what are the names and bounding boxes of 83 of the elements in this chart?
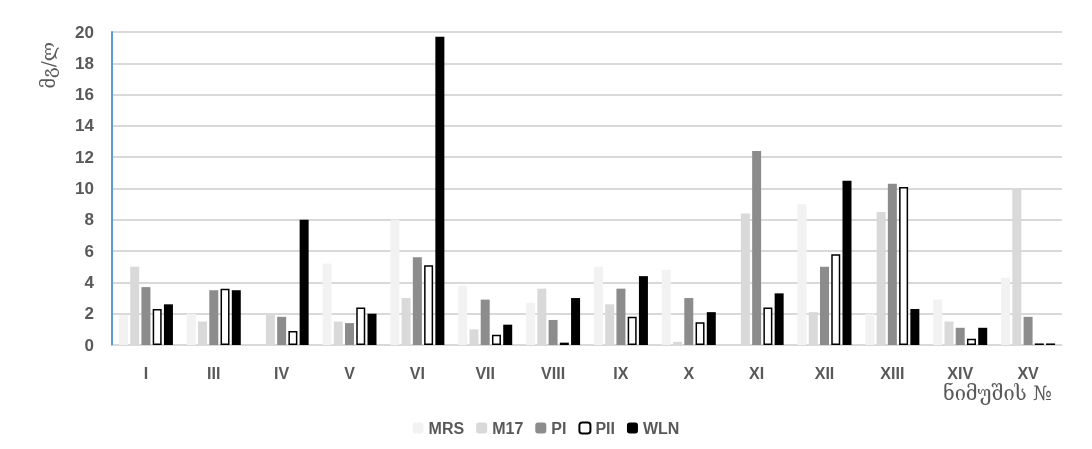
y-tick-label: 6 — [84, 241, 94, 261]
y-tick-label: 8 — [84, 210, 94, 230]
bar — [842, 180, 852, 345]
x-tick-label: X — [683, 364, 695, 382]
y-tick-label: 16 — [75, 85, 94, 105]
bar — [593, 266, 603, 345]
bar — [571, 298, 581, 345]
bar — [480, 299, 490, 345]
bar — [831, 254, 841, 345]
legend-label: WLN — [642, 419, 680, 437]
bar — [118, 315, 128, 345]
bar — [627, 316, 637, 345]
bar — [966, 338, 976, 345]
bar — [458, 285, 468, 345]
bar — [141, 287, 151, 345]
bar — [774, 293, 784, 345]
bar — [865, 313, 875, 345]
legend-label: PI — [551, 419, 567, 437]
x-tick-label: I — [143, 364, 149, 382]
bar — [367, 313, 377, 345]
bar — [277, 316, 287, 345]
legend-label: MRS — [428, 419, 465, 437]
bar — [1023, 316, 1033, 345]
bar — [763, 307, 773, 345]
x-tick-label: XII — [814, 364, 835, 382]
x-tick-label: VI — [409, 364, 425, 382]
y-tick-label: 0 — [84, 335, 94, 355]
y-tick-label: 18 — [75, 53, 94, 73]
bar — [638, 276, 648, 345]
bar — [322, 263, 332, 345]
bar — [412, 257, 422, 345]
y-tick-label: 10 — [75, 179, 94, 198]
bar — [220, 288, 230, 345]
bar — [910, 309, 920, 345]
bar — [491, 334, 501, 345]
x-tick-label: XI — [749, 364, 765, 382]
y-tick-label: 14 — [75, 116, 95, 136]
bar — [695, 322, 705, 345]
bar — [820, 266, 829, 345]
bar — [356, 307, 366, 345]
x-tick-label: IV — [274, 364, 290, 382]
x-tick-label: III — [207, 364, 221, 382]
bar — [390, 219, 400, 345]
bar — [1001, 277, 1011, 345]
x-tick-label: VII — [475, 364, 495, 382]
x-axis-title: ნიმუშის № — [942, 381, 1053, 405]
x-tick-label: IX — [613, 364, 629, 382]
x-tick-label: XIV — [947, 364, 974, 382]
bar — [288, 330, 298, 345]
bar — [661, 269, 671, 345]
bar — [503, 324, 513, 345]
y-axis-title: მგ/ლ — [37, 42, 59, 89]
bar — [424, 265, 434, 345]
x-tick-label: XV — [1017, 364, 1040, 382]
bar — [152, 309, 162, 345]
bar — [752, 150, 762, 345]
bar — [684, 298, 694, 345]
bar — [209, 290, 219, 345]
bar — [616, 288, 626, 345]
x-tick-label: V — [344, 364, 356, 382]
bar — [955, 327, 965, 345]
legend-label: PII — [595, 419, 615, 437]
bar — [435, 36, 445, 345]
legend-label: M17 — [492, 419, 524, 437]
bar — [797, 204, 807, 345]
bar — [548, 319, 558, 345]
y-tick-label: 4 — [84, 272, 95, 292]
bar — [299, 219, 309, 345]
bar — [933, 299, 943, 345]
x-tick-label: VIII — [541, 364, 566, 382]
bar — [345, 323, 354, 345]
y-tick-label: 20 — [75, 22, 94, 42]
y-tick-label: 2 — [84, 304, 94, 324]
bar — [163, 304, 173, 345]
bar — [231, 290, 241, 345]
bar — [887, 183, 897, 345]
bar — [706, 312, 716, 345]
bar — [186, 313, 196, 345]
y-tick-label: 12 — [75, 147, 94, 167]
bar — [526, 302, 536, 345]
bar — [978, 327, 988, 345]
x-tick-label: XIII — [880, 364, 905, 382]
bar — [899, 186, 909, 345]
